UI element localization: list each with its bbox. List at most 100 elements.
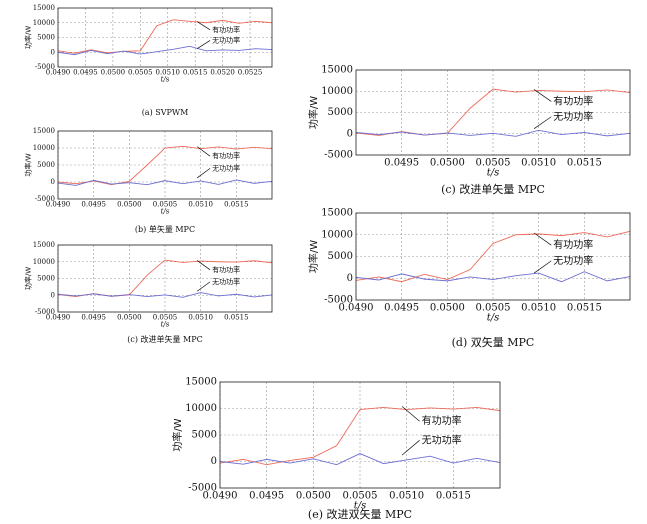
x-tick-label: 0.0510 [155,69,180,77]
series-line [57,179,273,186]
chart-panel: -5000 0 5000 10000 15000 0.0495 0.0500 0.0505 0.… [307,65,631,196]
y-axis-label: 功率/W [24,153,33,176]
y-axis-label: 功率/W [24,26,33,49]
y-tick-label: 0 [51,48,55,56]
annotation-arrow [533,116,552,129]
y-tick-label: 0 [211,456,217,467]
annotation-arrow [196,40,211,50]
x-tick-label: 0.0515 [224,201,249,209]
annotation: 有功功率 [553,94,593,107]
series-line [355,230,631,283]
annotation: 有功功率 [553,238,593,251]
series-line [57,19,273,54]
y-tick-label: 15000 [321,65,353,76]
y-tick-label: 5000 [328,107,353,118]
y-tick-label: -5000 [35,63,55,71]
annotation-arrow [533,260,552,274]
plot-frame [57,244,273,313]
y-tick-label: 10000 [33,258,55,266]
x-axis-label: t/s [161,321,170,329]
y-tick-label: 5000 [328,251,353,262]
x-axis-label: t/s [161,208,170,216]
y-tick-label: 15000 [185,377,217,388]
y-tick-label: -5000 [324,150,353,161]
annotation-arrow [401,406,420,422]
x-tick-label: 0.0490 [46,201,71,209]
plot-frame [355,69,631,156]
caption: (b) 单矢量 MPC [135,224,195,234]
annotation-arrow [196,168,211,179]
x-tick-label: 0.0490 [203,491,238,502]
x-tick-label: 0.0505 [153,201,178,209]
x-tick-label: 0.0500 [117,314,142,322]
y-tick-label: -5000 [35,195,55,203]
caption: (c) 改进单矢量 MPC [441,182,545,196]
series-line [57,45,273,56]
annotation: 有功功率 [422,414,462,427]
y-tick-label: 15000 [33,4,55,12]
annotation: 无功功率 [422,433,462,446]
x-axis-label: t/s [354,501,367,512]
series-line [355,129,631,137]
plot-frame [57,7,273,68]
plot-area [58,8,272,67]
x-tick-label: 0.0495 [73,69,98,77]
y-tick-label: 15000 [321,208,353,219]
annotation: 无功功率 [212,163,240,172]
annotation-arrow [196,260,211,271]
series-line [219,453,501,466]
x-tick-label: 0.0515 [436,491,471,502]
series-line [219,406,501,466]
annotation: 无功功率 [553,254,593,267]
x-tick-label: 0.0515 [567,303,602,314]
annotation: 无功功率 [212,277,240,286]
x-tick-label: 0.0510 [188,201,213,209]
series-line [57,145,273,186]
x-tick-label: 0.0505 [476,158,511,169]
x-tick-label: 0.0515 [183,69,208,77]
y-tick-label: -5000 [324,295,353,306]
x-tick-label: 0.0500 [101,69,126,77]
x-tick-label: 0.0510 [389,491,424,502]
x-tick-label: 0.0505 [476,303,511,314]
x-tick-label: 0.0490 [339,303,374,314]
y-axis-label: 功率/W [307,96,320,129]
x-tick-label: 0.0515 [224,314,249,322]
x-tick-label: 0.0495 [249,491,284,502]
x-tick-label: 0.0505 [153,314,178,322]
x-axis-label: t/s [487,168,500,179]
y-tick-label: 5000 [37,161,55,169]
series-line [57,292,273,298]
y-tick-label: -5000 [35,308,55,316]
x-axis-label: t/s [161,76,170,84]
x-tick-label: 0.0510 [521,303,556,314]
caption: (e) 改进双矢量 MPC [308,507,412,521]
y-tick-label: 5000 [192,430,217,441]
y-tick-label: 15000 [33,127,55,135]
x-tick-label: 0.0505 [343,491,378,502]
caption: (a) SVPWM [142,108,189,117]
y-tick-label: 0 [51,291,55,299]
y-tick-label: 10000 [33,144,55,152]
plot-frame [355,212,631,301]
y-tick-label: 10000 [321,86,353,97]
x-tick-label: 0.0510 [521,158,556,169]
plot-frame [219,381,501,489]
annotation-arrow [401,440,420,456]
x-tick-label: 0.0500 [117,201,142,209]
plot-frame [57,130,273,200]
y-axis-label: 功率/W [24,267,33,290]
annotation-arrow [196,281,211,292]
series-line [355,271,631,283]
x-axis-label: t/s [487,313,500,324]
y-tick-label: 0 [347,128,353,139]
y-tick-label: 5000 [37,34,55,42]
x-tick-label: 0.0495 [81,201,106,209]
y-tick-label: 15000 [33,241,55,249]
x-tick-label: 0.0495 [384,303,419,314]
y-axis-label: 功率/W [307,240,320,273]
